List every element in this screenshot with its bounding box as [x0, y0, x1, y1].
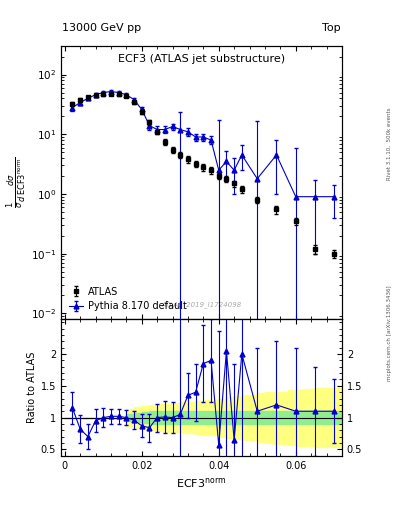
Y-axis label: Ratio to ATLAS: Ratio to ATLAS — [26, 352, 37, 423]
Text: 13000 GeV pp: 13000 GeV pp — [62, 23, 141, 33]
Legend: ATLAS, Pythia 8.170 default: ATLAS, Pythia 8.170 default — [66, 284, 190, 314]
Y-axis label: $\frac{1}{\sigma}\frac{d\sigma}{d\,\mathrm{ECF3}^{\mathrm{norm}}}$: $\frac{1}{\sigma}\frac{d\sigma}{d\,\math… — [6, 157, 28, 208]
Text: Rivet 3.1.10,  500k events: Rivet 3.1.10, 500k events — [387, 107, 392, 180]
Text: Top: Top — [323, 23, 341, 33]
Text: ECF3 (ATLAS jet substructure): ECF3 (ATLAS jet substructure) — [118, 54, 285, 65]
Text: mcplots.cern.ch [arXiv:1306.3436]: mcplots.cern.ch [arXiv:1306.3436] — [387, 285, 392, 380]
Text: ATLAS_2019_I1724098: ATLAS_2019_I1724098 — [161, 302, 242, 308]
X-axis label: ECF3$^{\mathrm{norm}}$: ECF3$^{\mathrm{norm}}$ — [176, 476, 226, 489]
